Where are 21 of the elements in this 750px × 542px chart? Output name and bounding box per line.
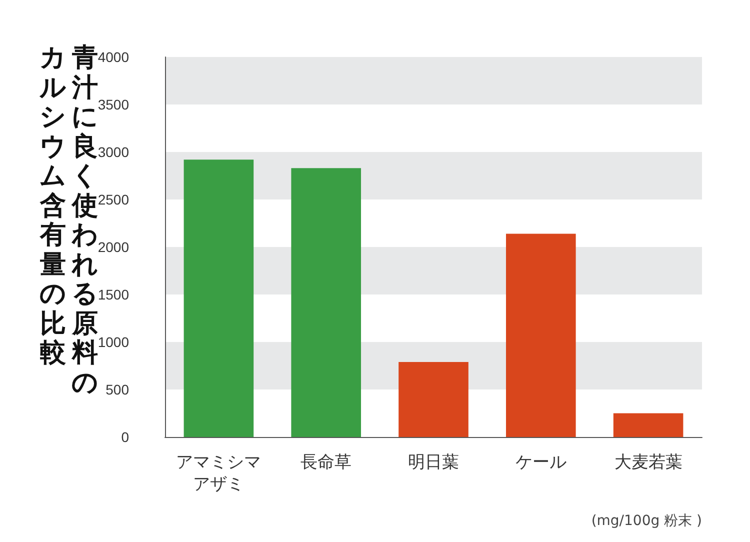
y-tick-label: 0: [121, 429, 130, 445]
chart-title: 青汁に良く使われる原料のカルシウム含有量の比較: [40, 43, 98, 398]
bar: [613, 413, 684, 437]
text: (mg/100g 粉末 ): [591, 512, 702, 530]
x-tick-label: ケール: [515, 452, 566, 472]
bar: [506, 234, 576, 437]
y-tick-label: 1000: [98, 334, 130, 350]
x-tick-label: アマミシマアザミ: [176, 452, 262, 494]
x-tick-label: 明日葉: [408, 452, 459, 472]
y-tick-label: 2500: [98, 192, 130, 208]
bar: [398, 362, 468, 437]
x-tick-label: 大麦若葉: [614, 452, 682, 472]
x-tick-label: 長命草: [300, 452, 352, 472]
y-tick-label: 3500: [98, 96, 130, 112]
y-tick-label: 1500: [98, 286, 130, 302]
y-tick-label: 500: [106, 382, 130, 398]
bar: [291, 168, 362, 437]
bar: [184, 160, 254, 437]
y-tick-label: 4000: [98, 49, 130, 65]
y-tick-label: 2000: [98, 239, 130, 255]
y-tick-label: 3000: [98, 144, 130, 160]
